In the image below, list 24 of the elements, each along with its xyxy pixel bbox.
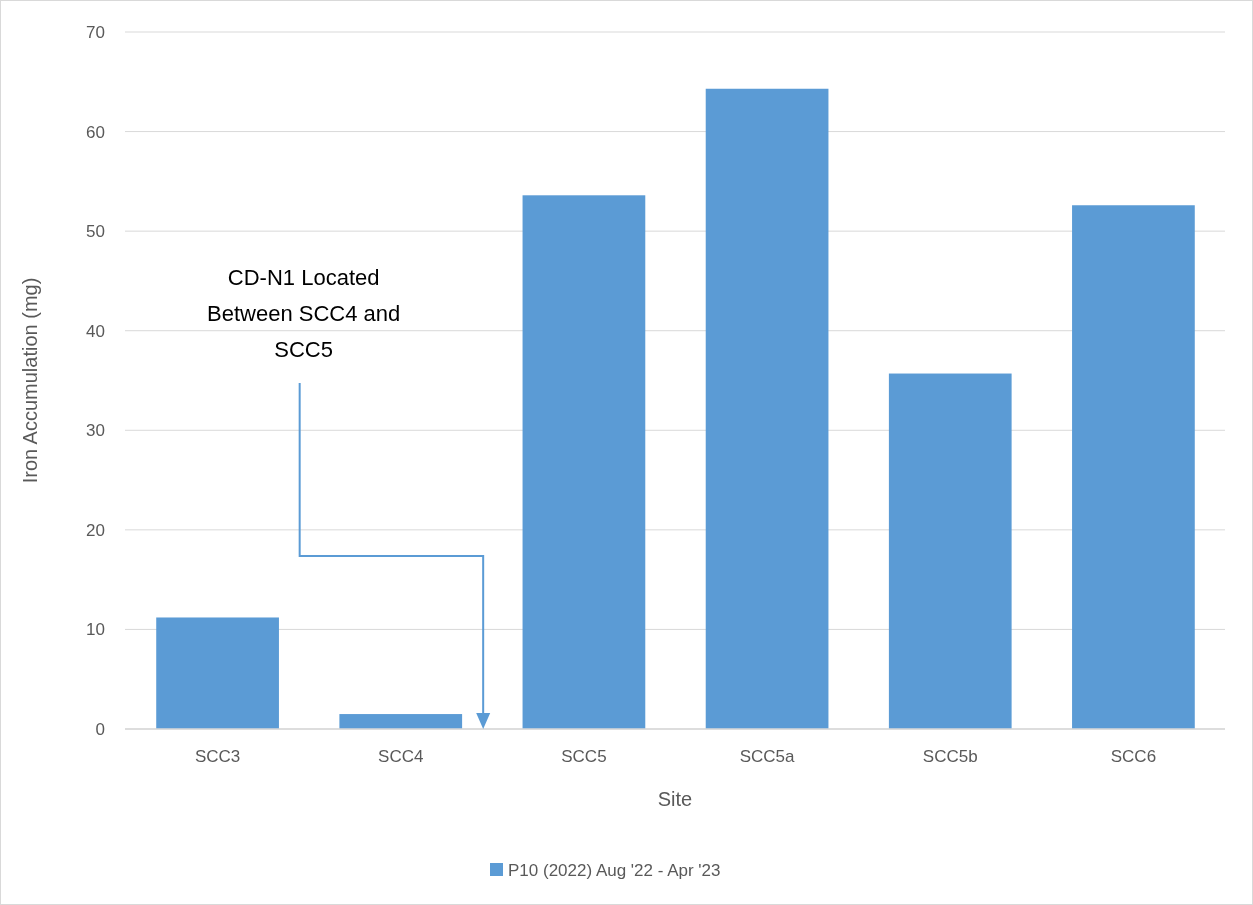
y-tick-label: 20 xyxy=(86,520,105,540)
x-tick-label: SCC5a xyxy=(739,747,796,766)
x-tick-label: SCC6 xyxy=(1110,747,1157,766)
legend-label: P10 (2022) Aug '22 - Apr '23 xyxy=(508,861,721,880)
y-tick-label: 30 xyxy=(86,421,105,441)
bar xyxy=(888,373,1012,729)
x-tick-label: SCC4 xyxy=(378,747,424,766)
bar xyxy=(156,617,279,729)
x-axis-title: Site xyxy=(657,788,693,810)
x-tick-label: SCC5b xyxy=(922,747,978,766)
annotation: CD-N1 Located Between SCC4 and SCC5 xyxy=(207,265,401,362)
bar xyxy=(1072,205,1195,729)
x-tick-label: SCC5 xyxy=(561,747,607,766)
y-tick-label: 50 xyxy=(86,222,105,242)
y-tick-label: 0 xyxy=(95,719,105,739)
y-tick-label: 70 xyxy=(86,22,105,42)
y-axis-title: Iron Accumulation (mg) xyxy=(19,277,41,484)
y-tick-label: 60 xyxy=(86,122,105,142)
bar xyxy=(522,195,646,729)
x-tick-label: SCC3 xyxy=(194,747,241,766)
bar xyxy=(339,714,463,729)
bar xyxy=(705,88,829,729)
y-tick-label: 40 xyxy=(86,321,105,341)
y-tick-label: 10 xyxy=(86,620,105,640)
